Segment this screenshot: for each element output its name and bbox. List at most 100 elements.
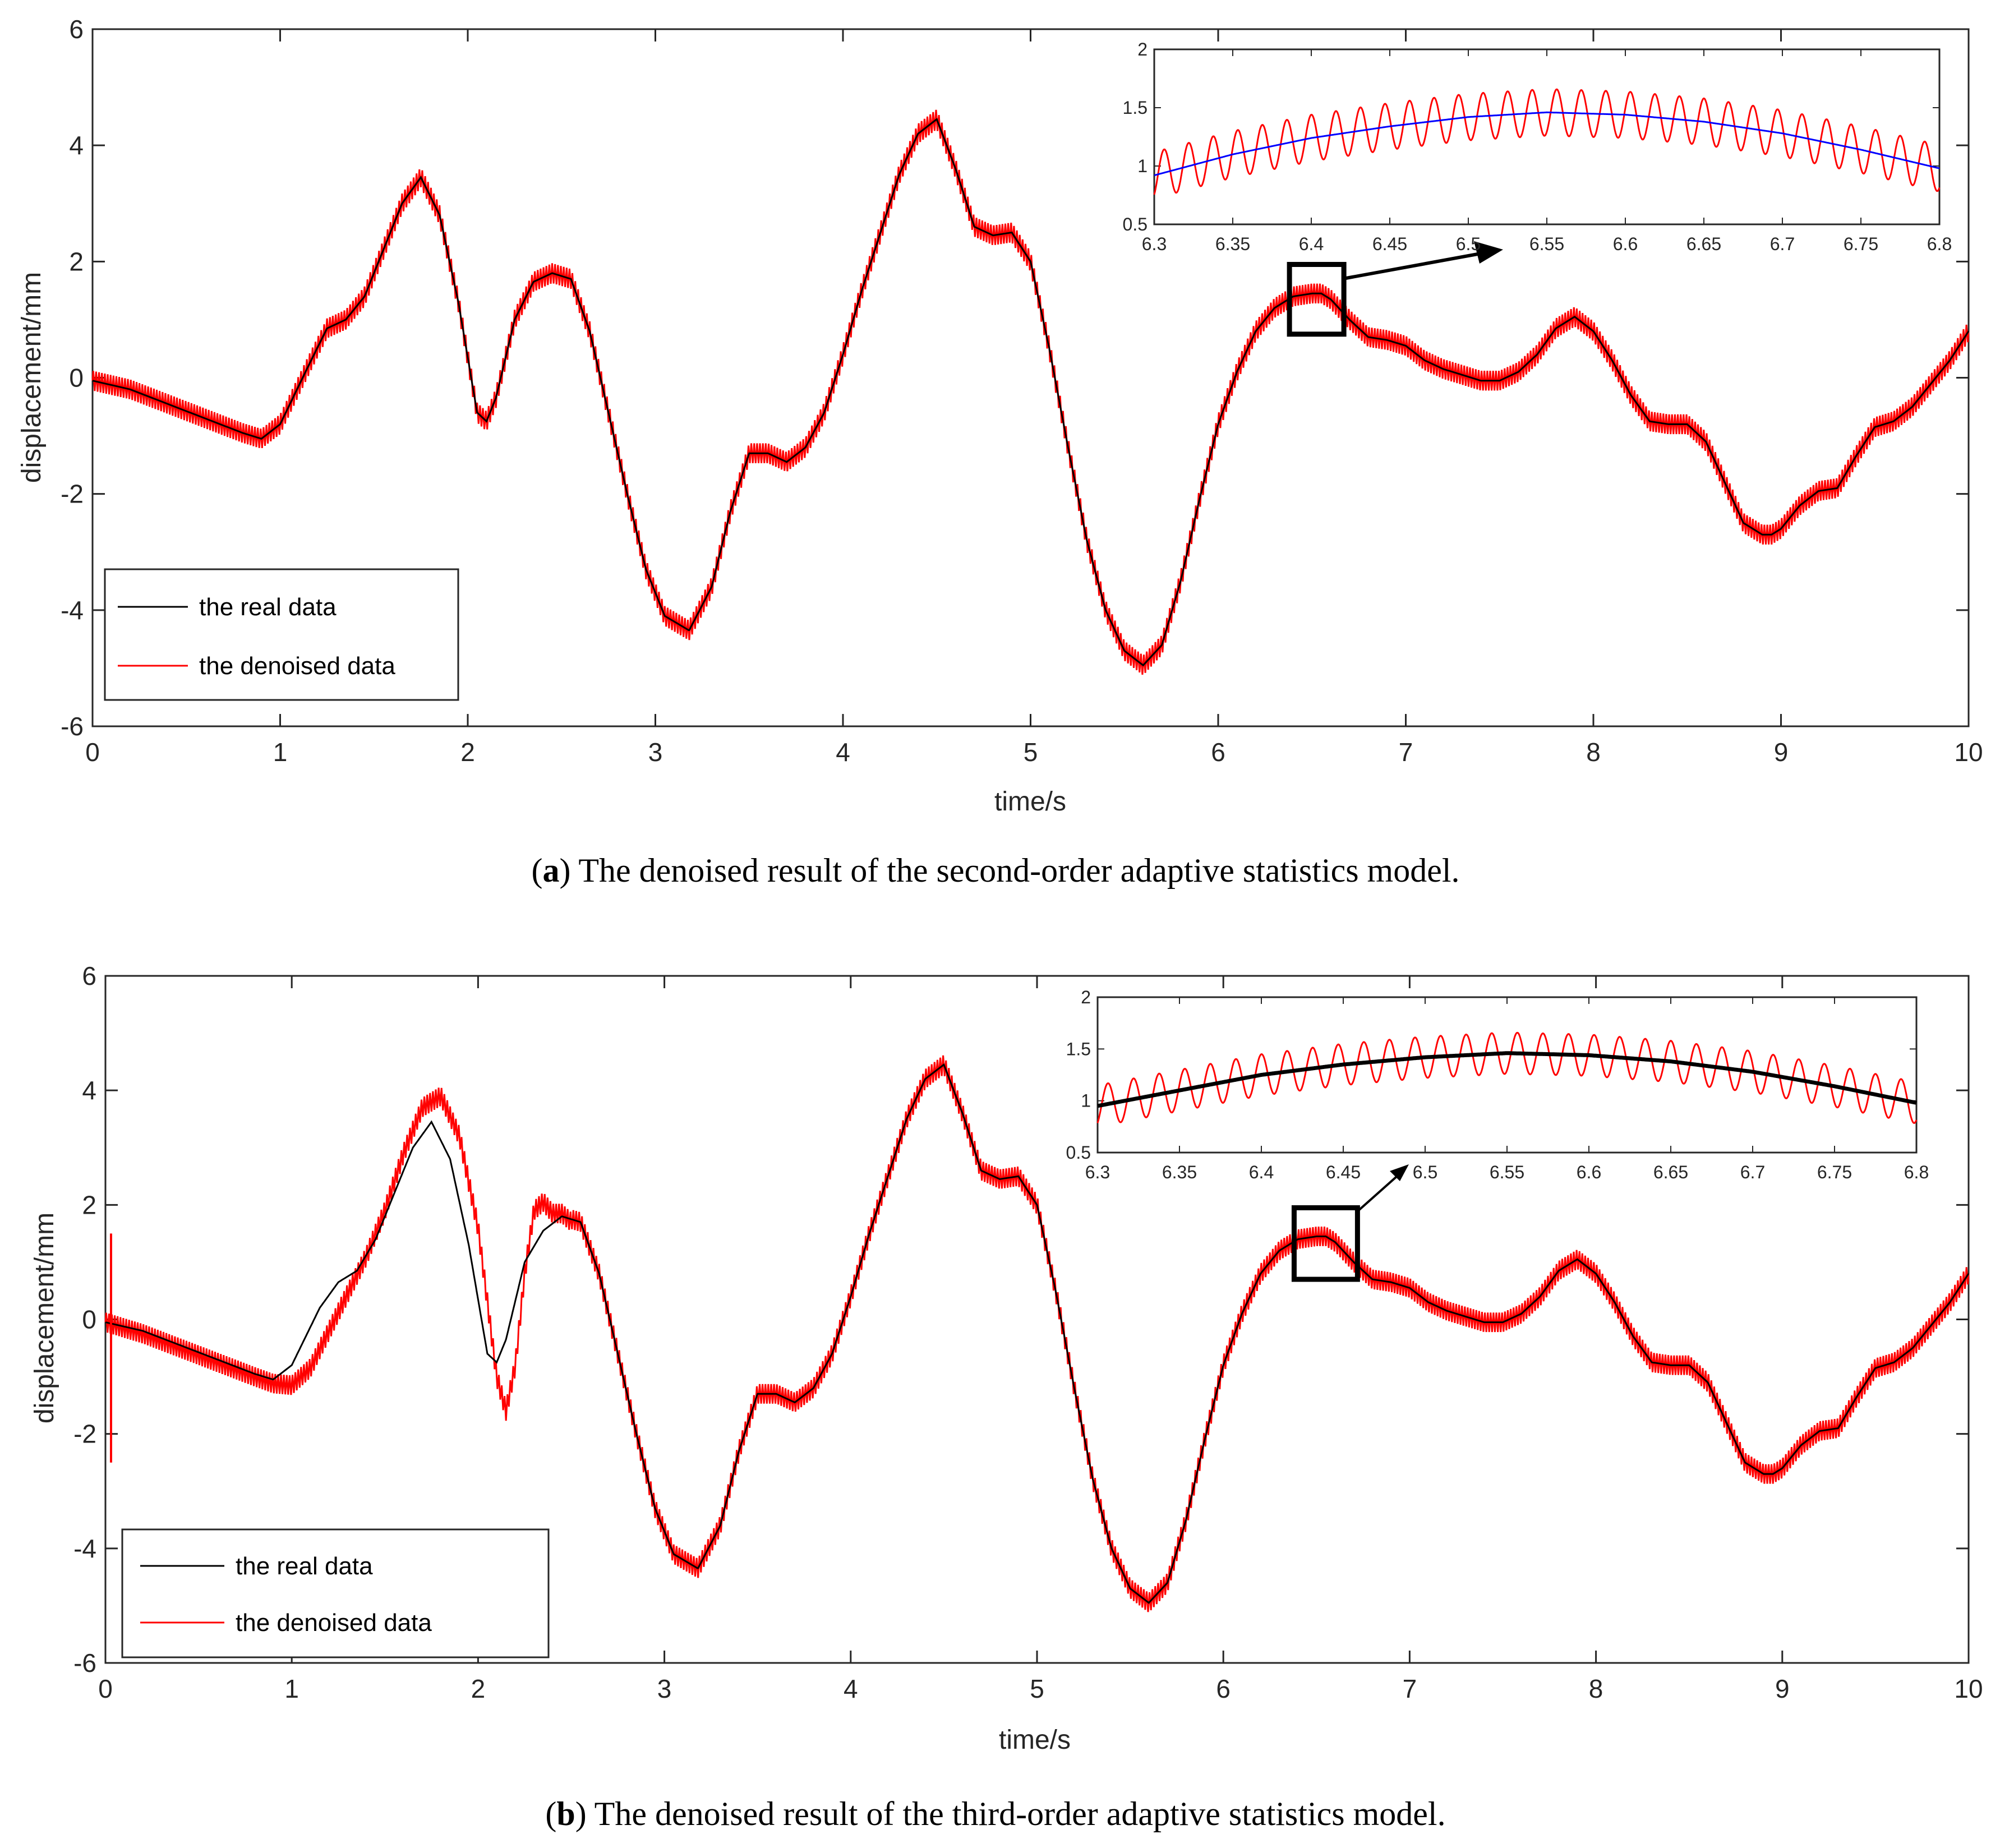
y-tick-label-a-5: 4 bbox=[69, 131, 84, 160]
x-tick-label-b-4: 4 bbox=[844, 1674, 858, 1703]
inset-x-tick-label-a-4: 6.5 bbox=[1456, 234, 1481, 254]
inset-y-tick-label-b-1: 1 bbox=[1081, 1091, 1091, 1111]
caption-letter-b: b bbox=[556, 1795, 575, 1832]
inset-x-tick-label-b-1: 6.35 bbox=[1162, 1162, 1197, 1182]
inset-x-tick-label-b-3: 6.45 bbox=[1326, 1162, 1361, 1182]
caption-b: (b) The denoised result of the third-ord… bbox=[545, 1795, 1445, 1832]
y-tick-label-b-0: -6 bbox=[73, 1648, 96, 1678]
y-tick-label-a-4: 2 bbox=[69, 247, 84, 276]
inset-y-tick-label-b-0: 0.5 bbox=[1066, 1142, 1091, 1163]
inset-x-tick-label-b-4: 6.5 bbox=[1413, 1162, 1437, 1182]
inset-x-tick-label-a-2: 6.4 bbox=[1299, 234, 1324, 254]
y-tick-label-b-5: 4 bbox=[82, 1076, 96, 1105]
inset-x-tick-labels-b: 6.3 6.35 6.4 6.45 6.5 6.55 6.6 6.65 6.7 6.75 6.8 bbox=[1085, 1162, 1929, 1182]
y-tick-label-b-4: 2 bbox=[82, 1190, 96, 1219]
zoom-arrowhead-b bbox=[1390, 1164, 1409, 1181]
caption-text-a: The denoised result of the second-order … bbox=[570, 852, 1459, 889]
x-tick-label-a-10: 10 bbox=[1954, 738, 1983, 767]
caption-a: (a) The denoised result of the second-or… bbox=[531, 852, 1459, 889]
x-tick-label-b-7: 7 bbox=[1403, 1674, 1417, 1703]
inset-x-tick-label-b-8: 6.7 bbox=[1740, 1162, 1765, 1182]
x-tick-label-a-4: 4 bbox=[836, 738, 850, 767]
x-tick-label-a-7: 7 bbox=[1399, 738, 1413, 767]
y-tick-label-a-2: -2 bbox=[61, 480, 84, 509]
x-axis-label-b: time/s bbox=[999, 1725, 1071, 1755]
y-tick-label-a-0: -6 bbox=[61, 712, 84, 741]
x-tick-label-b-6: 6 bbox=[1216, 1674, 1231, 1703]
y-tick-labels-a: -6 -4 -2 0 2 4 6 bbox=[61, 15, 84, 741]
inset-x-tick-labels-a: 6.3 6.35 6.4 6.45 6.5 6.55 6.6 6.65 6.7 6.75 6.8 bbox=[1142, 234, 1952, 254]
x-tick-label-a-3: 3 bbox=[648, 738, 663, 767]
inset-x-tick-label-a-6: 6.6 bbox=[1613, 234, 1638, 254]
y-axis-label-a: displacement/mm bbox=[17, 272, 47, 483]
x-tick-label-b-1: 1 bbox=[284, 1674, 299, 1703]
legend-box-a bbox=[104, 568, 459, 701]
inset-x-tick-label-a-7: 6.65 bbox=[1686, 234, 1721, 254]
inset-a: 6.3 6.35 6.4 6.45 6.5 6.55 6.6 6.65 6.7 6.75 6.8 0… bbox=[1123, 39, 1952, 254]
legend-box-b bbox=[121, 1528, 550, 1658]
inset-x-tick-label-a-9: 6.75 bbox=[1844, 234, 1878, 254]
inset-b: 6.3 6.35 6.4 6.45 6.5 6.55 6.6 6.65 6.7 6.75 6.8 0… bbox=[1066, 987, 1929, 1182]
inset-x-tick-label-b-0: 6.3 bbox=[1085, 1162, 1110, 1182]
zoom-box-a bbox=[1287, 262, 1347, 337]
x-tick-labels-a: 0 1 2 3 4 5 6 7 8 9 10 bbox=[85, 738, 1983, 767]
inset-x-tick-label-b-5: 6.55 bbox=[1490, 1162, 1524, 1182]
x-tick-label-b-2: 2 bbox=[471, 1674, 486, 1703]
caption-text-b: The denoised result of the third-order a… bbox=[587, 1795, 1446, 1832]
x-tick-label-b-0: 0 bbox=[98, 1674, 113, 1703]
x-tick-label-a-0: 0 bbox=[85, 738, 100, 767]
axis-ticks-a bbox=[91, 28, 1970, 727]
inset-x-tick-label-b-6: 6.6 bbox=[1577, 1162, 1601, 1182]
inset-x-tick-label-b-9: 6.75 bbox=[1817, 1162, 1852, 1182]
legend-a: the real data the denoised data bbox=[104, 568, 459, 701]
inset-x-tick-label-a-1: 6.35 bbox=[1215, 234, 1250, 254]
x-tick-label-b-8: 8 bbox=[1589, 1674, 1603, 1703]
legend-denoised-label-b: the denoised data bbox=[236, 1609, 432, 1637]
x-tick-label-b-3: 3 bbox=[657, 1674, 672, 1703]
y-axis-label-b: displacement/mm bbox=[30, 1213, 59, 1423]
inset-real-line-b bbox=[1097, 1051, 1917, 1108]
legend-b: the real data the denoised data bbox=[121, 1528, 550, 1658]
y-tick-label-b-6: 6 bbox=[82, 961, 96, 990]
inset-x-tick-label-b-2: 6.4 bbox=[1249, 1162, 1274, 1182]
inset-y-tick-label-a-3: 2 bbox=[1137, 39, 1148, 59]
y-tick-label-b-3: 0 bbox=[82, 1305, 96, 1334]
x-tick-label-b-9: 9 bbox=[1775, 1674, 1790, 1703]
inset-x-tick-label-a-0: 6.3 bbox=[1142, 234, 1167, 254]
inset-y-tick-label-a-1: 1 bbox=[1137, 156, 1148, 176]
inset-ticks-b bbox=[1097, 997, 1917, 1153]
x-tick-label-b-5: 5 bbox=[1030, 1674, 1044, 1703]
inset-y-tick-label-b-2: 1.5 bbox=[1066, 1039, 1091, 1059]
inset-y-tick-label-a-0: 0.5 bbox=[1123, 214, 1148, 234]
inset-x-tick-label-a-10: 6.8 bbox=[1927, 234, 1952, 254]
real-line-b bbox=[105, 1063, 1970, 1604]
caption-letter-a: a bbox=[542, 852, 559, 889]
x-tick-label-a-5: 5 bbox=[1024, 738, 1038, 767]
y-tick-label-a-6: 6 bbox=[69, 15, 84, 44]
y-tick-label-b-1: -4 bbox=[73, 1534, 96, 1563]
legend-denoised-label-a: the denoised data bbox=[199, 652, 395, 680]
y-tick-label-b-2: -2 bbox=[73, 1420, 96, 1449]
zoom-arrowhead-a bbox=[1474, 241, 1503, 264]
inset-y-tick-label-b-3: 2 bbox=[1081, 987, 1091, 1007]
inset-x-tick-label-b-7: 6.65 bbox=[1653, 1162, 1688, 1182]
inset-y-tick-label-a-2: 1.5 bbox=[1123, 98, 1148, 118]
y-tick-label-a-1: -4 bbox=[61, 596, 84, 625]
inset-x-tick-label-a-5: 6.55 bbox=[1529, 234, 1564, 254]
x-tick-label-a-8: 8 bbox=[1586, 738, 1601, 767]
y-tick-labels-b: -6 -4 -2 0 2 4 6 bbox=[73, 961, 96, 1678]
x-tick-label-a-9: 9 bbox=[1774, 738, 1789, 767]
inset-denoised-line-a bbox=[1153, 88, 1941, 195]
y-tick-label-a-3: 0 bbox=[69, 363, 84, 393]
x-tick-labels-b: 0 1 2 3 4 5 6 7 8 9 10 bbox=[98, 1674, 1983, 1703]
real-line-a bbox=[92, 118, 1970, 667]
inset-y-tick-labels-a: 0.5 1 1.5 2 bbox=[1123, 39, 1148, 234]
inset-ticks-a bbox=[1154, 49, 1940, 225]
legend-real-label-b: the real data bbox=[236, 1552, 373, 1580]
legend-real-label-a: the real data bbox=[199, 593, 337, 621]
x-tick-label-a-6: 6 bbox=[1211, 738, 1225, 767]
inset-x-tick-label-a-3: 6.45 bbox=[1372, 234, 1407, 254]
panel-a: 0 1 2 3 4 5 6 7 8 9 10 -6 -4 -2 0 2 4 6 6.3 6.35 6.4 6.45 6.… bbox=[17, 15, 1983, 889]
x-tick-label-a-1: 1 bbox=[273, 738, 288, 767]
